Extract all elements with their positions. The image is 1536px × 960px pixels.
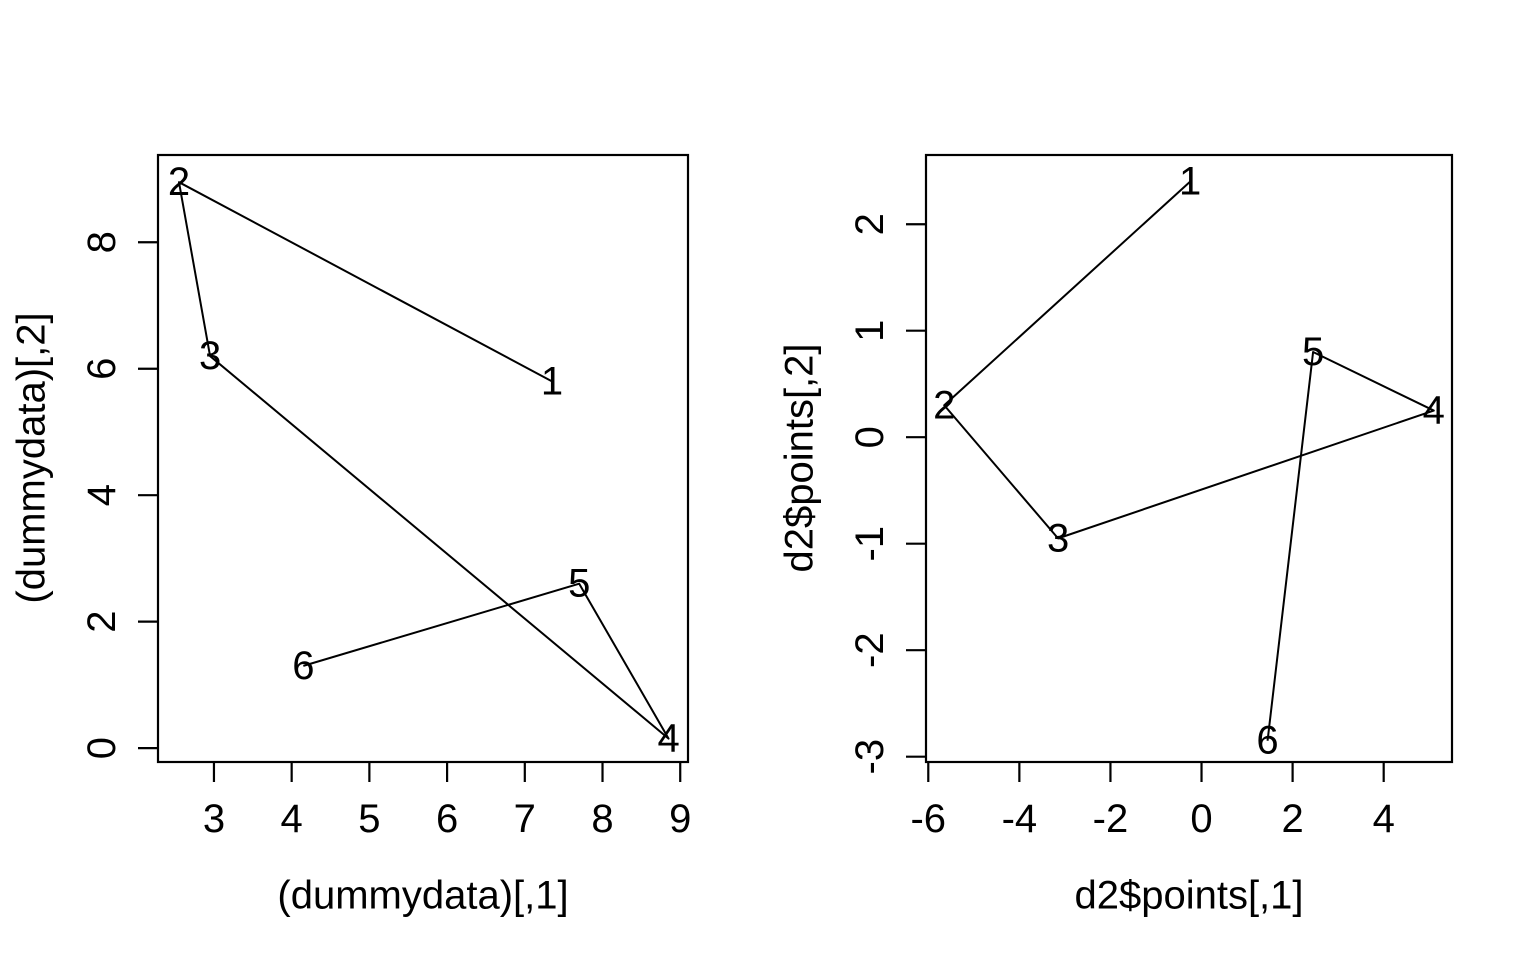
y-tick-label: 8	[80, 231, 124, 253]
x-tick-label: 9	[669, 797, 691, 841]
y-tick-label: 0	[80, 737, 124, 759]
plot-border	[924, 153, 1454, 764]
y-tick-label: 2	[80, 611, 124, 633]
plot-border	[156, 153, 690, 764]
point-label: 2	[168, 160, 190, 204]
y-tick-label: 6	[80, 358, 124, 380]
y-tick-label: -1	[848, 526, 892, 562]
left-x-axis-title: (dummydata)[,1]	[277, 873, 569, 918]
x-tick-label: -6	[910, 797, 946, 841]
right-plot-panel: -6 -4 -2 0 2 4 -3 -2 -1 0 1 2 1 2 3 4 5 6 d2$points[,1] d…	[768, 0, 1536, 960]
point-label: 1	[541, 359, 563, 403]
left-plot-panel: 3 4 5 6 7 8 9 0 2 4 6 8 1 2 3 4 5 6 (dummydata)[,1] (dumm…	[9, 153, 691, 918]
x-tick-label: 4	[1373, 797, 1395, 841]
x-tick-label: 6	[436, 797, 458, 841]
point-label: 6	[292, 644, 314, 688]
x-tick-label: 2	[1281, 797, 1303, 841]
point-label: 5	[568, 562, 590, 606]
point-label: 3	[1047, 516, 1069, 560]
left-plot: 3 4 5 6 7 8 9 0 2 4 6 8 1 2 3 4 5 6	[80, 153, 691, 841]
x-tick-label: -2	[1093, 797, 1129, 841]
point-label: 4	[1423, 389, 1445, 433]
point-label: 3	[199, 334, 221, 378]
point-label: 1	[1179, 160, 1201, 204]
point-label: 5	[1302, 330, 1324, 374]
y-tick-label: -3	[848, 739, 892, 775]
x-tick-label: 5	[358, 797, 380, 841]
y-tick-label: 4	[80, 484, 124, 506]
left-y-axis-title: (dummydata)[,2]	[9, 312, 54, 604]
point-label: 2	[933, 383, 955, 427]
right-y-axis-title: d2$points[,2]	[777, 343, 822, 573]
y-tick-label: -2	[848, 632, 892, 668]
x-tick-label: 8	[591, 797, 613, 841]
right-x-axis-title: d2$points[,1]	[1074, 873, 1304, 918]
y-tick-label: 1	[848, 320, 892, 342]
x-tick-label: 3	[203, 797, 225, 841]
x-tick-label: -4	[1002, 797, 1038, 841]
point-label: 4	[657, 717, 679, 761]
x-tick-label: 0	[1190, 797, 1212, 841]
right-plot: -6 -4 -2 0 2 4 -3 -2 -1 0 1 2 1 2 3 4 5 6	[848, 153, 1454, 841]
y-tick-label: 2	[848, 213, 892, 235]
x-tick-label: 7	[514, 797, 536, 841]
connecting-path	[177, 181, 670, 740]
connecting-path	[943, 180, 1435, 741]
y-tick-label: 0	[848, 426, 892, 448]
point-label: 6	[1256, 719, 1278, 763]
x-tick-label: 4	[281, 797, 303, 841]
